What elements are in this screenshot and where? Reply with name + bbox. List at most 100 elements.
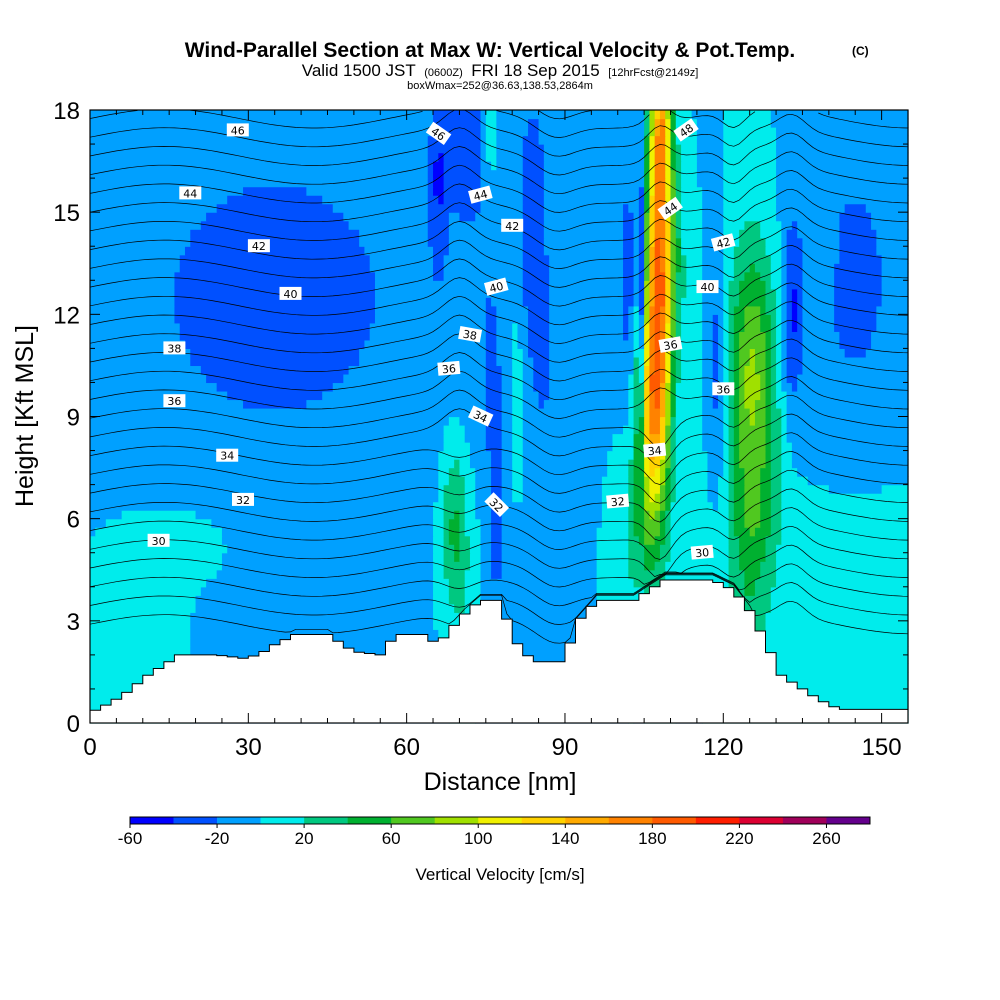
velocity-cell bbox=[649, 305, 656, 315]
isentrope-label-bg bbox=[425, 121, 452, 146]
velocity-cell bbox=[459, 510, 466, 520]
velocity-cell bbox=[628, 407, 635, 418]
velocity-cell bbox=[733, 254, 772, 264]
velocity-cell bbox=[596, 569, 629, 579]
velocity-cell bbox=[770, 501, 782, 511]
velocity-cell bbox=[733, 425, 740, 435]
velocity-cell bbox=[765, 442, 772, 452]
velocity-cell bbox=[802, 365, 909, 375]
velocity-cell bbox=[670, 390, 677, 401]
y-tick-label: 6 bbox=[67, 507, 80, 534]
velocity-cell bbox=[628, 476, 635, 486]
velocity-cell bbox=[522, 152, 545, 162]
velocity-cell bbox=[90, 671, 191, 682]
velocity-cell bbox=[443, 186, 482, 196]
velocity-cell bbox=[802, 254, 840, 264]
velocity-cell bbox=[364, 339, 487, 349]
velocity-cell bbox=[770, 280, 782, 290]
velocity-cell bbox=[443, 501, 466, 511]
velocity-cell bbox=[543, 144, 645, 154]
velocity-cell bbox=[332, 382, 487, 392]
velocity-cell bbox=[443, 484, 466, 494]
velocity-cell bbox=[623, 322, 629, 332]
velocity-cell bbox=[781, 467, 798, 477]
velocity-cell bbox=[733, 271, 745, 281]
velocity-cell bbox=[491, 535, 503, 545]
velocity-cell bbox=[776, 297, 782, 307]
velocity-cell bbox=[760, 382, 767, 392]
velocity-cell bbox=[675, 229, 682, 239]
velocity-cell bbox=[770, 348, 777, 358]
velocity-cell bbox=[723, 356, 730, 367]
velocity-cell bbox=[675, 169, 682, 179]
isentrope-label: 36 bbox=[658, 336, 683, 353]
isentrope-line bbox=[89, 314, 909, 363]
velocity-cell bbox=[512, 382, 524, 392]
velocity-cell bbox=[744, 510, 761, 520]
velocity-cell bbox=[744, 493, 761, 503]
velocity-cell bbox=[623, 229, 635, 239]
velocity-cell bbox=[659, 510, 666, 520]
velocity-cell bbox=[501, 518, 603, 528]
velocity-cell bbox=[754, 399, 767, 409]
isentrope-label-text: 38 bbox=[462, 328, 478, 343]
isentrope-line bbox=[89, 333, 909, 382]
isentrope-label-text: 34 bbox=[471, 408, 489, 426]
velocity-cell bbox=[686, 254, 703, 264]
velocity-cell bbox=[206, 212, 344, 222]
velocity-cell bbox=[760, 484, 772, 494]
velocity-cell bbox=[654, 331, 661, 341]
velocity-cell bbox=[665, 476, 672, 486]
velocity-cell bbox=[760, 220, 782, 230]
velocity-cell bbox=[776, 356, 782, 367]
velocity-cell bbox=[633, 271, 640, 281]
velocity-cell bbox=[670, 254, 677, 264]
velocity-cell bbox=[665, 229, 672, 239]
velocity-cell bbox=[781, 254, 788, 264]
velocity-cell bbox=[496, 331, 513, 341]
velocity-cell bbox=[90, 442, 445, 452]
velocity-cell bbox=[607, 450, 635, 460]
velocity-cell bbox=[723, 450, 730, 460]
velocity-cell bbox=[623, 331, 629, 341]
velocity-cell bbox=[760, 314, 772, 324]
velocity-cell bbox=[628, 484, 635, 494]
velocity-cell bbox=[549, 280, 624, 290]
isentrope-label: 30 bbox=[147, 533, 170, 548]
velocity-cell bbox=[702, 331, 714, 341]
velocity-cell bbox=[770, 586, 909, 596]
velocity-cell bbox=[649, 399, 656, 409]
velocity-cell bbox=[681, 365, 703, 375]
velocity-cell bbox=[675, 484, 709, 494]
velocity-cell bbox=[797, 229, 840, 239]
velocity-cell bbox=[760, 637, 909, 647]
velocity-cell bbox=[644, 186, 651, 196]
velocity-cell bbox=[702, 407, 724, 418]
velocity-cell bbox=[739, 356, 751, 367]
velocity-cell bbox=[522, 280, 550, 290]
y-tick-label: 12 bbox=[53, 302, 80, 329]
velocity-cell bbox=[681, 229, 703, 239]
velocity-cell bbox=[612, 433, 635, 443]
velocity-cell bbox=[433, 118, 482, 128]
velocity-cell bbox=[765, 433, 772, 443]
velocity-cell bbox=[665, 365, 672, 375]
velocity-cell bbox=[776, 144, 909, 154]
velocity-cell bbox=[776, 314, 782, 324]
velocity-cell bbox=[765, 246, 782, 256]
velocity-cell bbox=[712, 322, 719, 332]
velocity-cell bbox=[200, 365, 350, 375]
velocity-cell bbox=[670, 271, 677, 281]
velocity-cell bbox=[760, 271, 772, 281]
colorbar-label: -20 bbox=[205, 829, 230, 848]
velocity-cell bbox=[496, 118, 529, 128]
velocity-cell bbox=[90, 246, 186, 256]
velocity-cell bbox=[623, 220, 635, 230]
velocity-cell bbox=[659, 527, 666, 537]
velocity-cell bbox=[749, 356, 756, 367]
isentrope-label-text: 34 bbox=[647, 444, 662, 458]
velocity-cell bbox=[243, 399, 307, 409]
velocity-cell bbox=[781, 459, 793, 469]
velocity-cell bbox=[623, 203, 629, 213]
velocity-cell bbox=[675, 186, 682, 196]
